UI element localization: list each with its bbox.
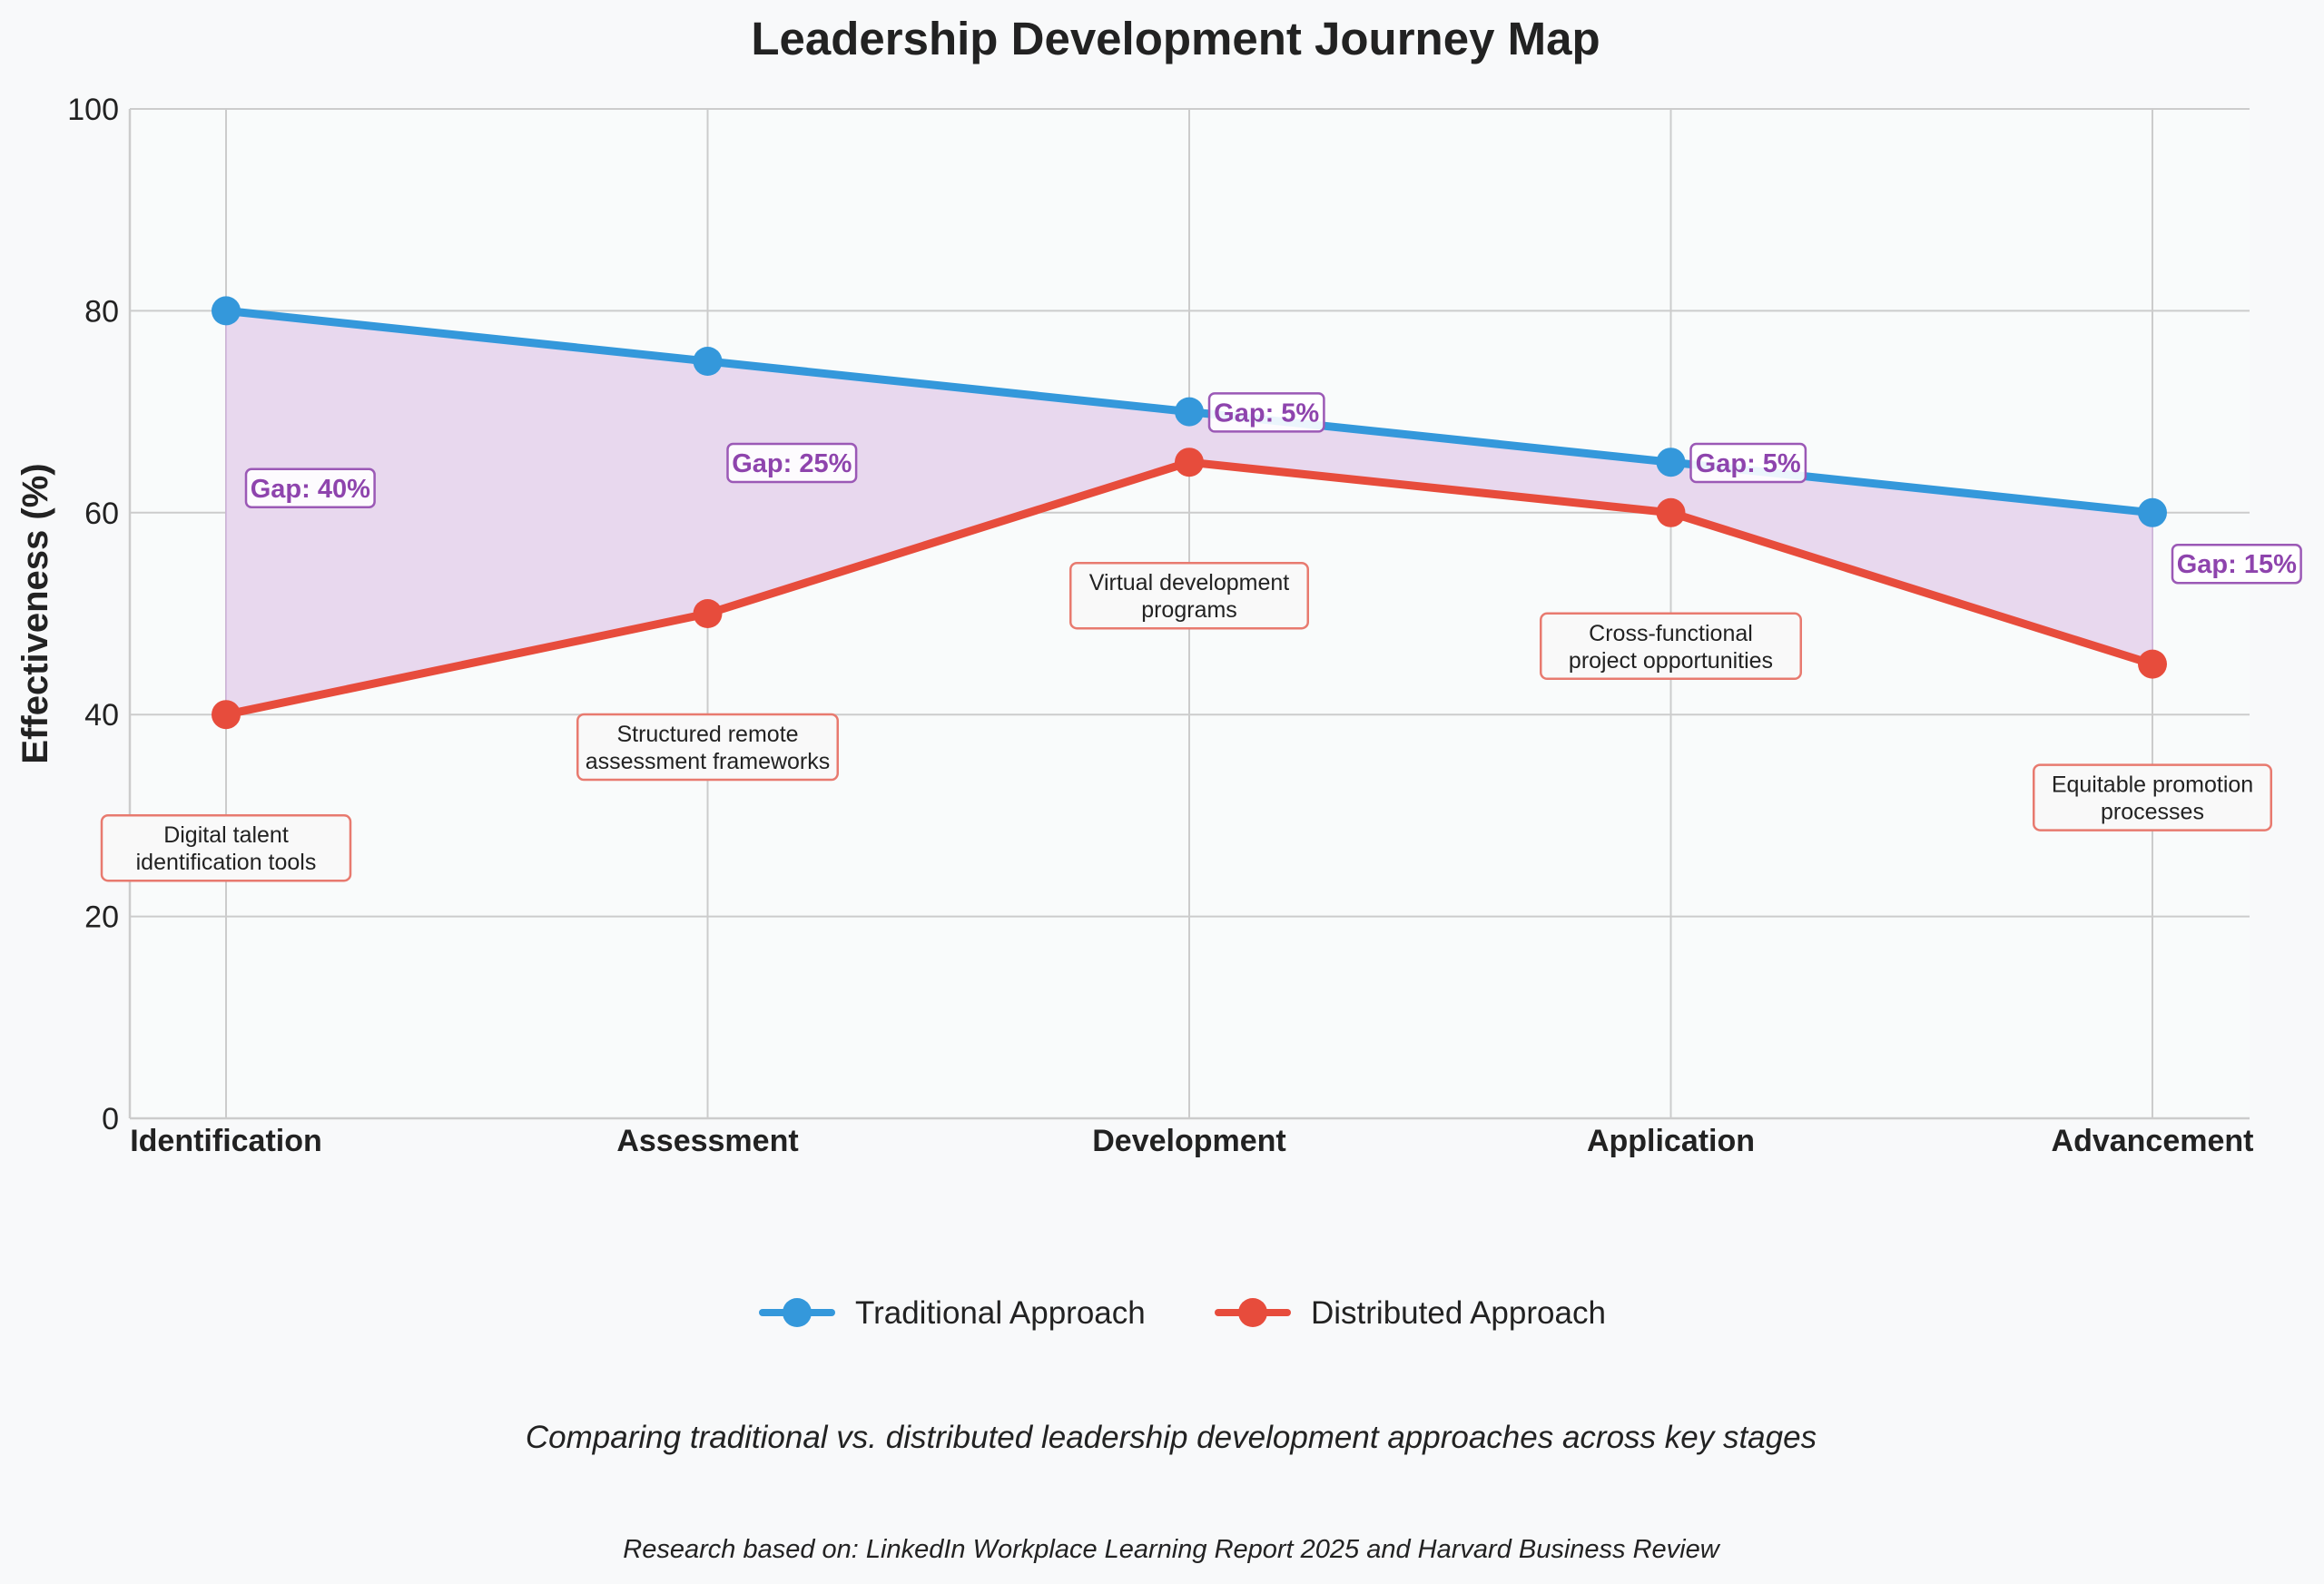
gap-label-text: Gap: 40% bbox=[251, 475, 370, 504]
y-tick-label: 60 bbox=[84, 497, 119, 531]
annotation-frame bbox=[2033, 763, 2272, 831]
source-note: Research based on: LinkedIn Workplace Le… bbox=[623, 1535, 1720, 1564]
traditional-point bbox=[1175, 397, 1204, 427]
distributed-point bbox=[1656, 497, 1686, 527]
legend: Traditional Approach Distributed Approach bbox=[759, 1295, 1606, 1331]
axes bbox=[128, 109, 2250, 1120]
annotation-line: Digital talent bbox=[163, 822, 289, 848]
series bbox=[212, 296, 2167, 730]
annotation-line: Structured remote bbox=[616, 722, 798, 747]
distributed-point bbox=[2138, 649, 2167, 679]
traditional-point bbox=[1656, 448, 1686, 477]
annotation-line: programs bbox=[1141, 597, 1237, 623]
gap-label: Gap: 40% bbox=[244, 467, 376, 509]
gap-label-text: Gap: 25% bbox=[732, 449, 852, 478]
traditional-legend-label: Traditional Approach bbox=[855, 1295, 1146, 1331]
distributed-point bbox=[1175, 448, 1204, 477]
chart-title: Leadership Development Journey Map bbox=[751, 13, 1600, 64]
annotation-line: assessment frameworks bbox=[586, 749, 831, 774]
gap-label: Gap: 5% bbox=[1207, 392, 1325, 433]
gap-labels: Gap: 40% Gap: 25% Gap: 5% Gap: 5% Gap: 15% bbox=[244, 392, 2302, 585]
gap-label-text: Gap: 15% bbox=[2177, 550, 2297, 579]
y-tick-label: 100 bbox=[67, 93, 119, 127]
gap-label-text: Gap: 5% bbox=[1696, 449, 1801, 478]
y-tick-label: 20 bbox=[84, 900, 119, 935]
annotation-frame bbox=[1540, 612, 1802, 681]
gap-label-frame bbox=[1689, 442, 1807, 484]
distributed-legend-label: Distributed Approach bbox=[1311, 1295, 1606, 1331]
annotation-line: Equitable promotion bbox=[2052, 772, 2253, 798]
annotation-frame bbox=[576, 713, 839, 782]
y-tick-label: 80 bbox=[84, 294, 119, 329]
annotation-line: identification tools bbox=[136, 850, 317, 875]
x-tick-label: Advancement bbox=[2052, 1124, 2254, 1158]
distributed-point bbox=[212, 700, 241, 730]
annotation-line: project opportunities bbox=[1569, 648, 1773, 674]
annotation-line: Cross-functional bbox=[1589, 621, 1753, 646]
gap-label: Gap: 25% bbox=[726, 442, 858, 484]
gap-label: Gap: 5% bbox=[1689, 442, 1807, 484]
gap-label-frame bbox=[726, 442, 858, 484]
traditional-point bbox=[212, 296, 241, 326]
x-tick-label: Identification bbox=[130, 1124, 322, 1158]
gap-label-text: Gap: 5% bbox=[1214, 398, 1319, 428]
gap-label-frame bbox=[2171, 543, 2302, 585]
chart-caption: Comparing traditional vs. distributed le… bbox=[526, 1420, 1817, 1455]
gap-label: Gap: 15% bbox=[2171, 543, 2302, 585]
traditional-legend-marker bbox=[783, 1298, 812, 1327]
x-tick-label: Application bbox=[1587, 1124, 1755, 1158]
gap-label-frame bbox=[1207, 392, 1325, 433]
y-tick-label: 0 bbox=[102, 1102, 119, 1136]
gap-label-frame bbox=[244, 467, 376, 509]
tick-labels: 0 20 40 60 80 100 Identification Assessment Deve… bbox=[67, 93, 2253, 1158]
traditional-point bbox=[2138, 497, 2167, 527]
annotation-line: Virtual development bbox=[1089, 570, 1290, 595]
x-tick-label: Development bbox=[1092, 1124, 1286, 1158]
traditional-point bbox=[693, 347, 723, 376]
x-tick-label: Assessment bbox=[616, 1124, 798, 1158]
y-axis-label: Effectiveness (%) bbox=[15, 463, 55, 763]
distributed-legend-marker bbox=[1238, 1298, 1267, 1327]
annotation-frame bbox=[1069, 561, 1309, 630]
annotation-frame bbox=[100, 813, 352, 882]
y-tick-label: 40 bbox=[84, 698, 119, 733]
distributed-point bbox=[693, 599, 723, 628]
annotation-line: processes bbox=[2101, 800, 2204, 825]
